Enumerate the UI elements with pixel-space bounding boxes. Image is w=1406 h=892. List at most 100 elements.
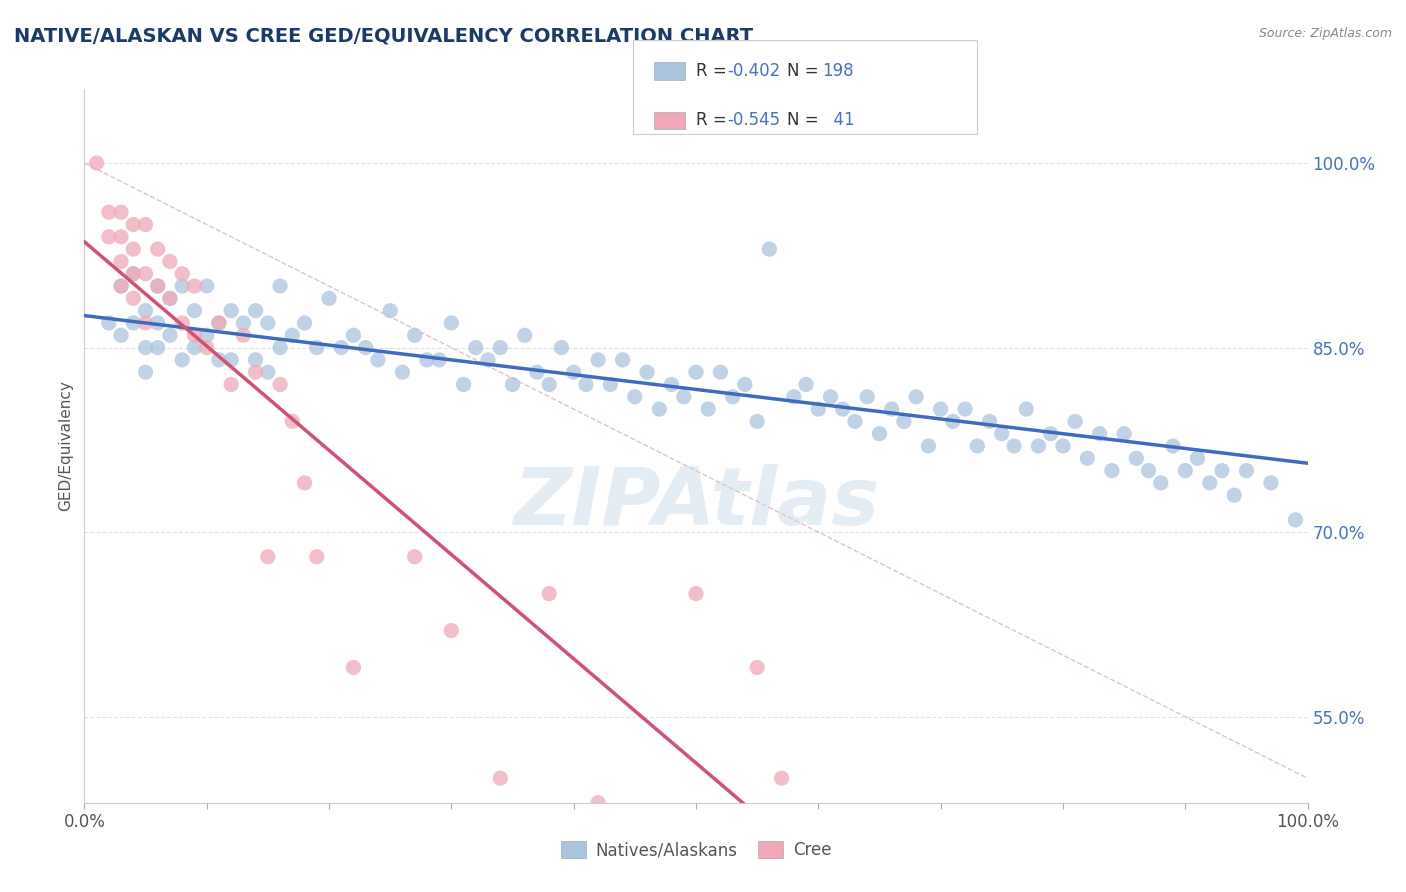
Point (367, 352, 389, 367)
Point (489, 771, 512, 785)
Point (526, 365, 548, 379)
Point (464, 341, 486, 355)
Point (269, 341, 291, 355)
Point (747, 414, 769, 428)
Point (257, 365, 280, 379)
Point (146, 316, 169, 330)
Point (122, 267, 145, 281)
Point (135, 267, 157, 281)
Point (905, 390, 928, 404)
Point (440, 624, 463, 638)
Point (783, 390, 806, 404)
Point (86, 156, 108, 170)
Point (661, 377, 683, 392)
Point (110, 230, 132, 244)
Point (380, 303, 402, 318)
Point (880, 402, 903, 417)
Point (219, 303, 242, 318)
Point (856, 390, 879, 404)
Point (330, 341, 353, 355)
Point (1236, 464, 1258, 478)
Point (502, 377, 524, 392)
Point (1015, 402, 1038, 417)
Point (979, 414, 1001, 428)
Point (440, 316, 463, 330)
Legend: Natives/Alaskans, Cree: Natives/Alaskans, Cree (554, 834, 838, 866)
Point (257, 549, 280, 564)
Point (342, 328, 364, 343)
Point (135, 365, 157, 379)
Point (1039, 426, 1062, 441)
Point (1125, 451, 1147, 466)
Point (305, 341, 328, 355)
Point (172, 352, 194, 367)
Point (172, 316, 194, 330)
Point (807, 402, 830, 417)
Point (245, 365, 267, 379)
Point (97, 230, 120, 244)
Point (1088, 426, 1111, 441)
Point (305, 549, 328, 564)
Point (869, 426, 891, 441)
Point (562, 365, 585, 379)
Point (550, 341, 572, 355)
Point (1150, 475, 1173, 490)
Point (183, 279, 205, 293)
Point (942, 414, 965, 428)
Point (709, 365, 731, 379)
Point (1223, 488, 1246, 502)
Point (1076, 451, 1098, 466)
Point (135, 218, 157, 232)
Point (232, 316, 254, 330)
Point (953, 402, 976, 417)
Text: ZIPAtlas: ZIPAtlas (513, 464, 879, 542)
Point (697, 402, 720, 417)
Point (844, 414, 866, 428)
Point (489, 341, 512, 355)
Point (966, 439, 988, 453)
Point (122, 242, 145, 256)
Y-axis label: GED/Equivalency: GED/Equivalency (58, 381, 73, 511)
Point (538, 587, 561, 601)
Point (183, 303, 205, 318)
Text: R =: R = (696, 112, 733, 129)
Point (1028, 439, 1050, 453)
Point (1114, 426, 1136, 441)
Point (991, 426, 1014, 441)
Point (208, 316, 231, 330)
Point (208, 352, 231, 367)
Point (820, 390, 842, 404)
Point (1174, 464, 1197, 478)
Point (1187, 451, 1209, 466)
Point (122, 267, 145, 281)
Point (110, 279, 132, 293)
Point (110, 254, 132, 268)
Point (538, 377, 561, 392)
Point (269, 279, 291, 293)
Point (917, 439, 939, 453)
Point (146, 242, 169, 256)
Point (110, 205, 132, 219)
Point (172, 279, 194, 293)
Point (232, 328, 254, 343)
Point (159, 254, 181, 268)
Point (208, 316, 231, 330)
Point (404, 549, 426, 564)
Point (219, 377, 242, 392)
Point (245, 352, 267, 367)
Point (146, 279, 169, 293)
Point (159, 291, 181, 305)
Point (97, 205, 120, 219)
Point (685, 365, 707, 379)
Point (416, 352, 439, 367)
Point (195, 328, 218, 343)
Point (146, 341, 169, 355)
Point (734, 377, 756, 392)
Point (257, 316, 280, 330)
Point (1161, 439, 1184, 453)
Point (159, 291, 181, 305)
Point (612, 352, 634, 367)
Point (195, 279, 218, 293)
Point (183, 341, 205, 355)
Point (404, 328, 426, 343)
